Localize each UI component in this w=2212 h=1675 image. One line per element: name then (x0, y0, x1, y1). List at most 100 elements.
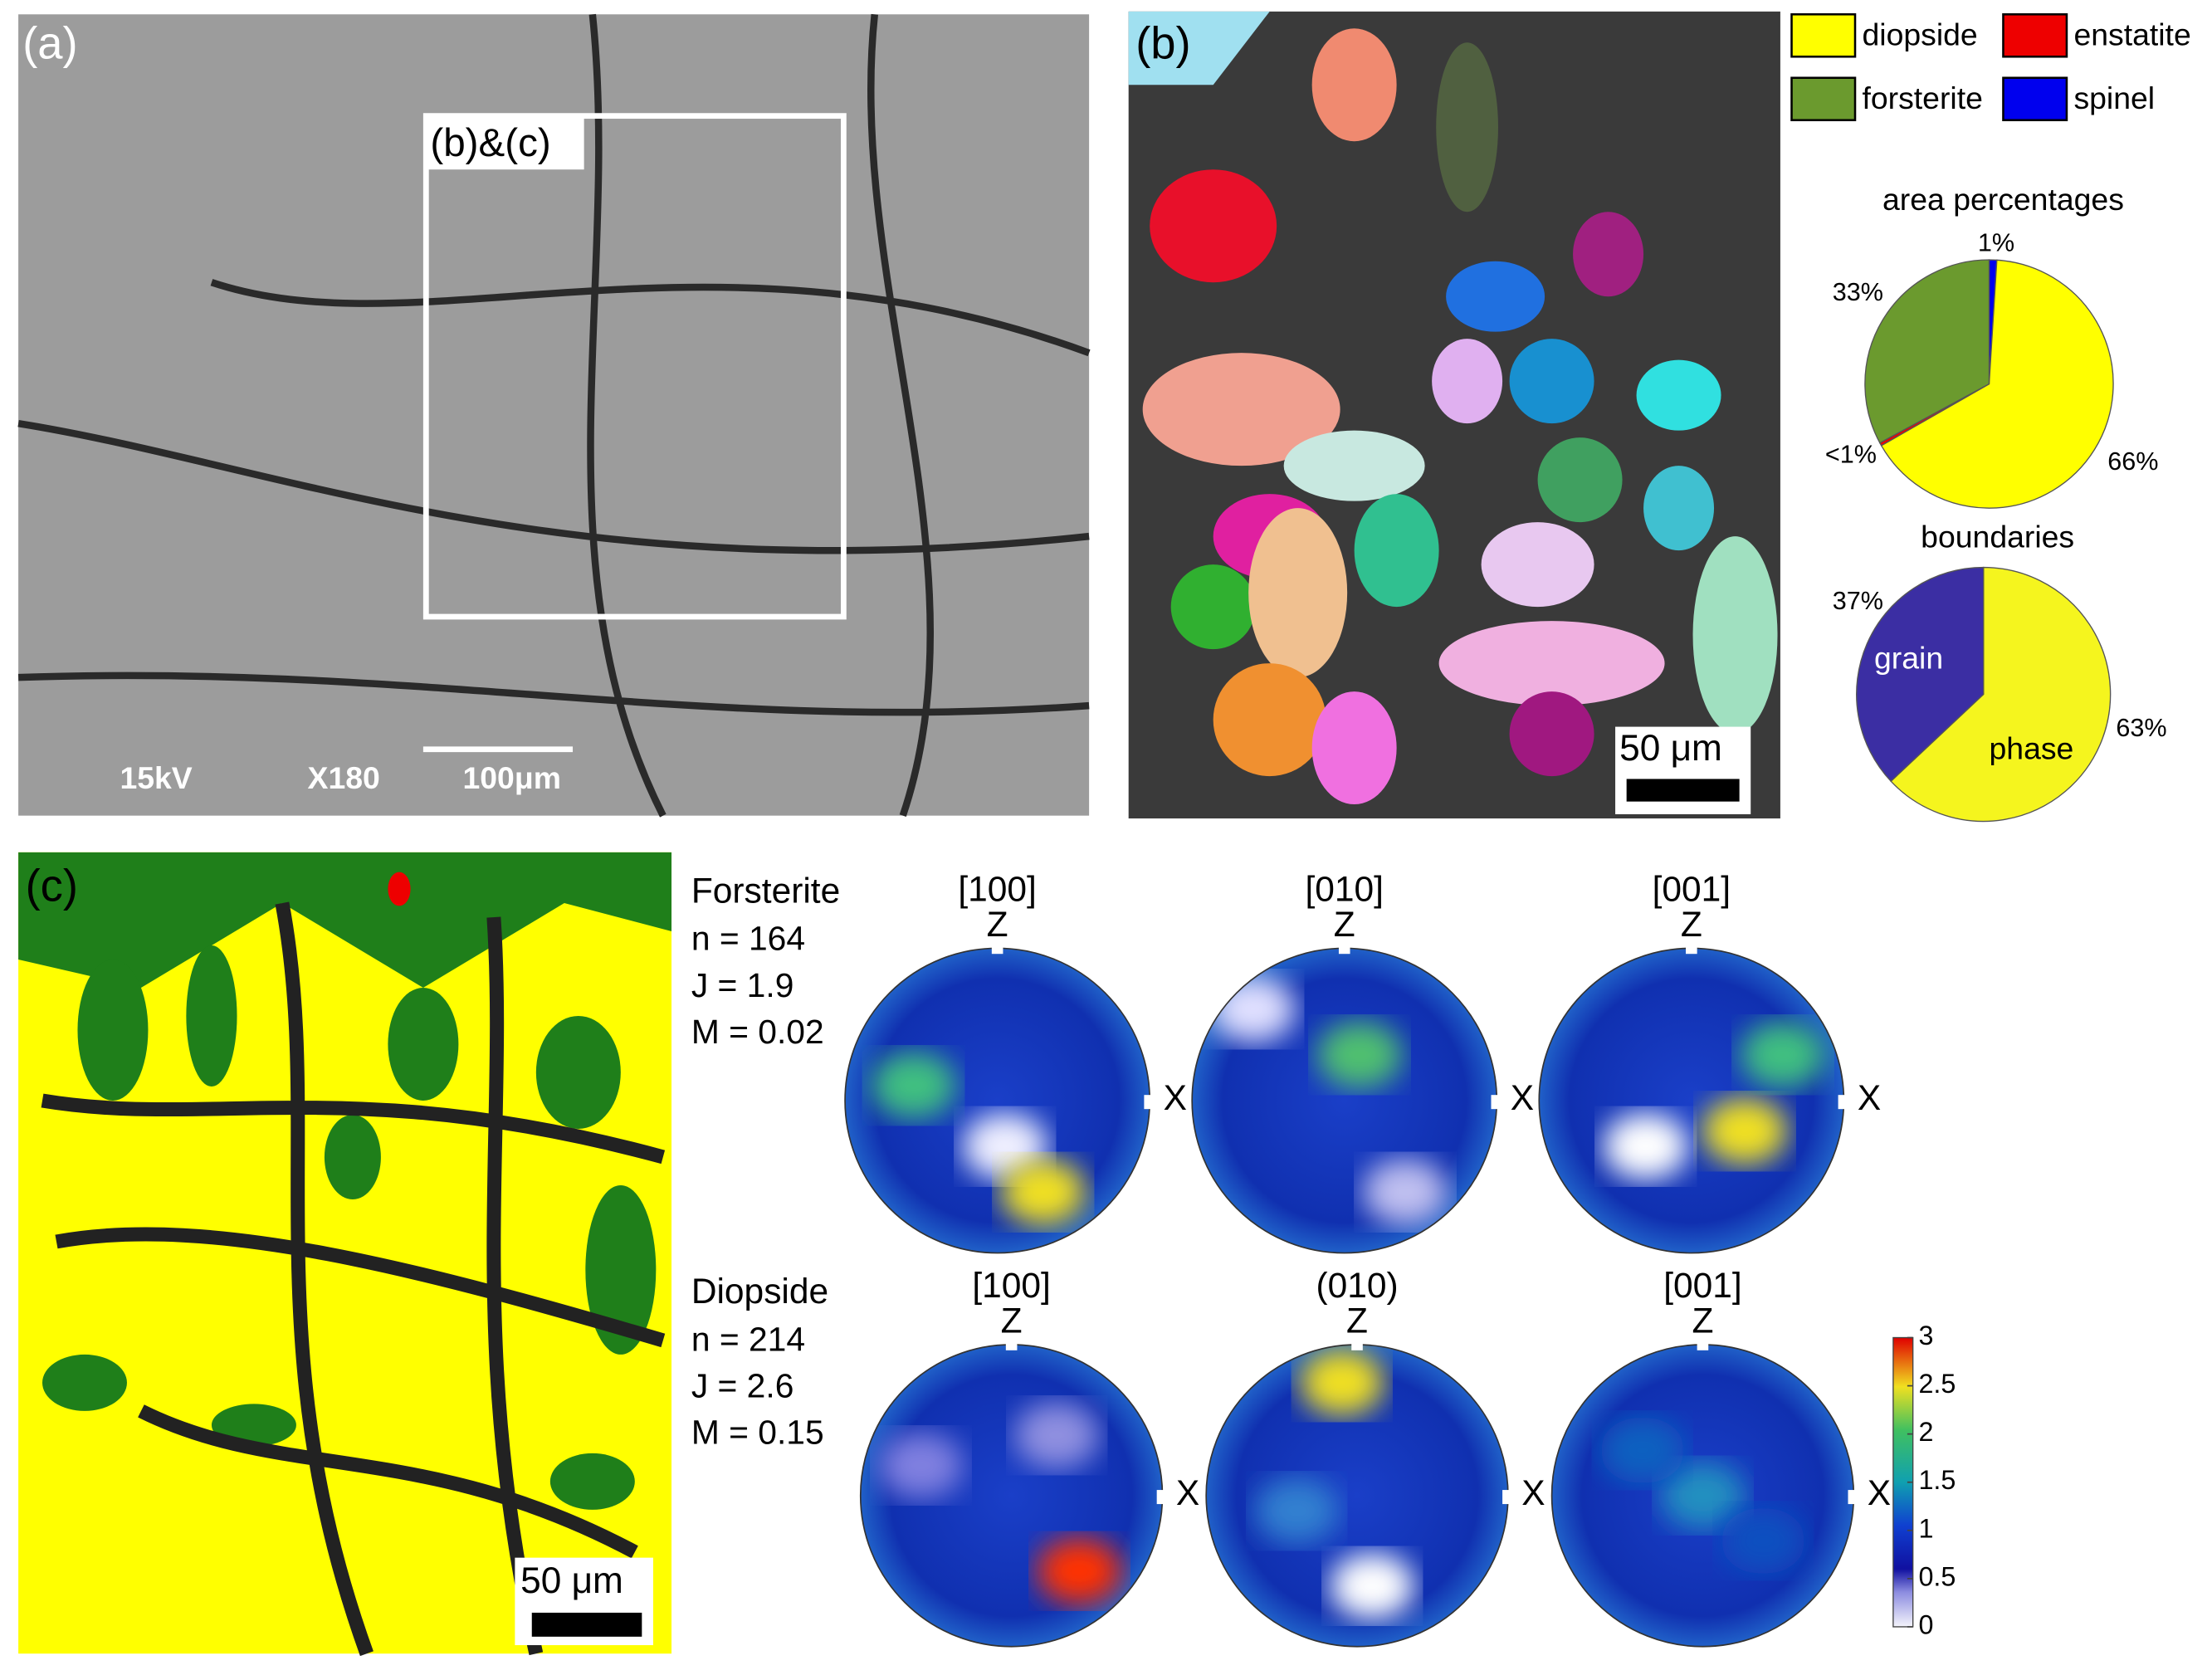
tick-label: 2.5 (1918, 1369, 1956, 1399)
scale-label: 100μm (462, 760, 560, 795)
value-label: 37% (1833, 587, 1883, 615)
pole-label: (010) (1316, 1267, 1398, 1306)
tick-label: 1.5 (1918, 1465, 1956, 1495)
scale-label: 50 μm (520, 1560, 623, 1601)
density-blob (1037, 1537, 1122, 1604)
charts: area percentages 1% 66% <1% 33% boundaries 63%… (1825, 182, 2167, 1639)
slice-label: phase (1990, 730, 2074, 765)
pie-slice (1880, 259, 2114, 509)
axis-z: Z (1346, 1302, 1368, 1341)
scale-bar (531, 1612, 642, 1637)
grains (1128, 11, 1778, 805)
inset-label: (b)&(c) (430, 121, 550, 165)
chart-title: area percentages (1882, 182, 2124, 217)
density-contours (1254, 1349, 1415, 1619)
axis-x: X (1164, 1079, 1187, 1118)
legend-label: enstatite (2073, 17, 2190, 51)
statistic: n = 164 (691, 920, 805, 958)
chart-title: boundaries (1921, 519, 2074, 554)
mineral-name: Forsterite (691, 872, 840, 911)
z-marker (1351, 1339, 1363, 1350)
density-blob (1254, 1477, 1340, 1545)
slice-label: grain (1874, 641, 1943, 676)
statistic: J = 2.6 (691, 1366, 794, 1404)
axis-z: Z (1334, 906, 1355, 945)
density-contours (1599, 1417, 1806, 1575)
axis-x: X (1858, 1079, 1881, 1118)
pole-label: [001] (1653, 871, 1731, 910)
panel-label: (c) (26, 860, 78, 911)
x-marker (1144, 1095, 1155, 1110)
mineral-name: Diopside (691, 1272, 828, 1311)
pole-label: [100] (958, 871, 1037, 910)
tick-label: 1 (1918, 1513, 1933, 1543)
z-marker (991, 942, 1003, 955)
density-blob (1299, 1349, 1384, 1416)
z-marker (1697, 1339, 1709, 1350)
statistic: M = 0.15 (691, 1414, 824, 1452)
inset-label-bg (426, 115, 584, 170)
x-marker (1838, 1095, 1850, 1110)
z-marker (1005, 1339, 1018, 1350)
panel-a: (b)&(c) (a) 15kV X180 100μm (17, 13, 1091, 818)
density-blob (1721, 1507, 1806, 1575)
legend-swatch (1790, 12, 1857, 58)
pole-figure (1539, 948, 1844, 1253)
pole-label: [100] (972, 1267, 1051, 1306)
density-blob (878, 1432, 964, 1499)
panel-c: (c) 50 μm (18, 852, 672, 1657)
density-blob (1702, 1097, 1788, 1165)
scale-label: 50 μm (1619, 728, 1722, 769)
density-contours (1210, 975, 1448, 1226)
tick-label: 0 (1918, 1609, 1933, 1639)
axis-x: X (1511, 1079, 1534, 1118)
pole-label: [010] (1305, 871, 1384, 910)
x-marker (1848, 1490, 1860, 1505)
axis-z: Z (1001, 1302, 1023, 1341)
legend-swatch (2002, 12, 2068, 58)
density-blob (1603, 1112, 1689, 1180)
z-marker (1338, 942, 1350, 955)
axis-z: Z (1681, 906, 1702, 945)
legend-swatch (1790, 76, 1857, 122)
density-blob (1740, 1021, 1826, 1089)
tick-label: 0.5 (1918, 1561, 1956, 1591)
legend-label: diopside (1862, 17, 1977, 51)
phases (18, 852, 672, 1657)
z-marker (1686, 942, 1697, 955)
x-marker (1156, 1490, 1169, 1505)
x-marker (1491, 1095, 1503, 1110)
density-blob (1660, 1462, 1746, 1529)
x-marker (1502, 1490, 1514, 1505)
value-label: 63% (2116, 714, 2166, 742)
value-label: <1% (1825, 440, 1877, 468)
axis-x: X (1176, 1474, 1199, 1513)
density-blob (1330, 1552, 1415, 1619)
legend-swatch (2002, 76, 2068, 122)
density-blob (1014, 1402, 1100, 1469)
axis-x: X (1521, 1474, 1545, 1513)
density-blob (1599, 1417, 1685, 1484)
pie-slice (1890, 566, 2112, 823)
panel-label: (b) (1135, 18, 1190, 69)
legend-label: spinel (2073, 81, 2155, 115)
statistic: J = 1.9 (691, 966, 794, 1004)
voltage: 15kV (120, 760, 192, 795)
legend-label: forsterite (1862, 81, 1982, 115)
legend: diopside enstatite forsterite spinel (1790, 12, 2191, 122)
pole-figure (1206, 1345, 1508, 1647)
value-label: 33% (1833, 278, 1883, 306)
tick-label: 2 (1918, 1417, 1933, 1447)
value-label: 1% (1978, 228, 2014, 256)
density-blob (1316, 1021, 1403, 1089)
density-blob (1000, 1158, 1086, 1226)
scale-bar (1626, 779, 1740, 802)
statistic: M = 0.02 (691, 1013, 824, 1051)
axis-z: Z (987, 906, 1008, 945)
value-label: 66% (2107, 447, 2158, 476)
pie-slice (1856, 566, 1985, 783)
axis-x: X (1868, 1474, 1891, 1513)
